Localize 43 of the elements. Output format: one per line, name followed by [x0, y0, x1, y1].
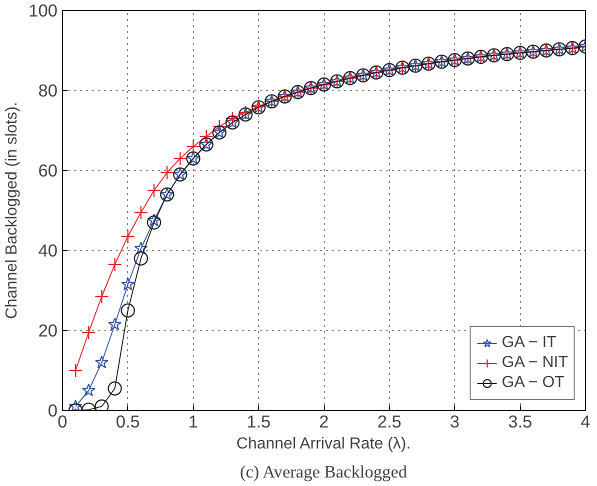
x-tick-label: 2	[319, 412, 329, 432]
point	[225, 111, 240, 126]
point	[68, 399, 82, 410]
x-axis-title: Channel Arrival Rate (λ).	[236, 436, 411, 452]
x-tick-label: 3.5	[508, 412, 532, 432]
point	[134, 241, 148, 254]
point	[108, 257, 122, 272]
x-tick-label: 1.5	[246, 412, 271, 432]
point	[82, 325, 96, 340]
x-tick-label: 1	[188, 412, 198, 432]
y-tick-label: 60	[38, 160, 58, 180]
point	[160, 165, 174, 180]
y-tick-label: 20	[38, 320, 58, 340]
point	[146, 215, 162, 230]
point	[173, 151, 188, 166]
point	[212, 119, 226, 134]
legend-label: GA − NIT	[502, 354, 568, 372]
point	[121, 277, 135, 290]
legend-label: GA − OT	[502, 374, 564, 392]
y-tick-label: 40	[38, 240, 58, 260]
point	[186, 139, 200, 154]
point	[120, 303, 135, 318]
x-tick-label: 2.5	[377, 412, 402, 432]
legend-label: GA − IT	[502, 334, 556, 352]
point	[68, 363, 83, 378]
point	[134, 251, 148, 266]
point	[94, 289, 109, 304]
y-tick-label: 80	[38, 80, 58, 100]
point	[147, 213, 161, 226]
point	[94, 355, 109, 368]
x-tick-label: 3	[450, 412, 460, 432]
point	[108, 381, 122, 396]
point	[146, 183, 162, 198]
text: (c) Average Backlogged	[240, 462, 408, 482]
point	[82, 383, 96, 396]
point	[199, 129, 214, 144]
x-tick-label: 4	[580, 412, 591, 432]
point	[120, 229, 135, 244]
y-tick-label: 100	[28, 0, 58, 20]
y-axis-title: Channel Backlogged (in slots).	[4, 102, 21, 320]
x-tick-label: 0.5	[116, 412, 140, 432]
point	[134, 205, 148, 220]
point	[108, 317, 122, 330]
